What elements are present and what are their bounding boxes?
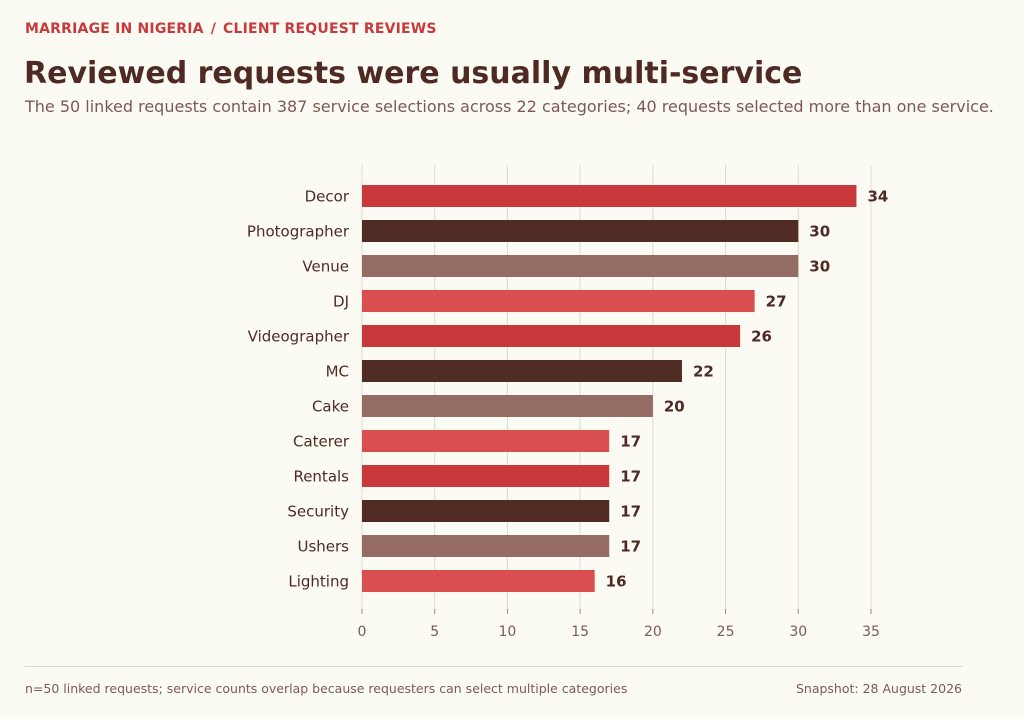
x-tick-label: 0: [358, 624, 367, 640]
x-tick-label: 5: [430, 624, 439, 640]
x-tick-label: 30: [789, 624, 807, 640]
eyebrow-topic: MARRIAGE IN NIGERIA: [25, 21, 204, 37]
x-tick-label: 35: [862, 624, 880, 640]
category-label: MC: [326, 363, 349, 381]
bar-dj: [362, 290, 755, 312]
value-label: 17: [620, 468, 641, 486]
bar-venue: [362, 255, 799, 277]
bars: [362, 185, 857, 592]
chart-subtitle: The 50 linked requests contain 387 servi…: [25, 97, 994, 116]
bar-cake: [362, 395, 653, 417]
bar-videographer: [362, 325, 741, 347]
category-label: Security: [287, 503, 349, 521]
value-label: 22: [693, 363, 714, 381]
category-label: Rentals: [293, 468, 349, 486]
eyebrow-separator: /: [210, 21, 217, 37]
x-tick-label: 10: [499, 624, 517, 640]
bar-caterer: [362, 430, 610, 452]
category-label: Decor: [305, 188, 350, 206]
footnote: n=50 linked requests; service counts ove…: [25, 681, 628, 696]
bar-ushers: [362, 535, 610, 557]
value-label: 30: [809, 223, 830, 241]
chart-title: Reviewed requests were usually multi-ser…: [24, 56, 803, 91]
bar-photographer: [362, 220, 799, 242]
x-axis: 0 5 10 15 20 25 30 35: [358, 609, 880, 640]
value-label: 16: [606, 573, 627, 591]
value-label: 17: [620, 538, 641, 556]
value-label: 20: [664, 398, 685, 416]
bar-lighting: [362, 570, 595, 592]
bar-rentals: [362, 465, 610, 487]
value-label: 27: [766, 293, 787, 311]
x-tick-label: 15: [571, 624, 589, 640]
eyebrow: MARRIAGE IN NIGERIA / CLIENT REQUEST REVIE…: [25, 21, 437, 37]
category-label: DJ: [333, 293, 349, 311]
value-label: 17: [620, 503, 641, 521]
x-tick-label: 20: [644, 624, 662, 640]
value-label: 26: [751, 328, 772, 346]
value-label: 17: [620, 433, 641, 451]
category-label: Videographer: [248, 328, 350, 346]
eyebrow-section: CLIENT REQUEST REVIEWS: [223, 21, 437, 37]
category-label: Venue: [302, 258, 349, 276]
category-label: Cake: [312, 398, 349, 416]
value-label: 30: [809, 258, 830, 276]
bar-decor: [362, 185, 857, 207]
category-label: Photographer: [247, 223, 350, 241]
category-label: Ushers: [297, 538, 349, 556]
value-labels: 34 30 30 27 26 22 20 17 17 17 17 16: [606, 188, 889, 591]
bar-security: [362, 500, 610, 522]
x-tick-label: 25: [717, 624, 735, 640]
footer-divider: [25, 666, 963, 667]
value-label: 34: [867, 188, 888, 206]
bar-mc: [362, 360, 682, 382]
category-label: Lighting: [288, 573, 349, 591]
category-label: Caterer: [293, 433, 350, 451]
category-labels: Decor Photographer Venue DJ Videographer MC Ca…: [247, 188, 350, 591]
snapshot-date: Snapshot: 28 August 2026: [795, 681, 962, 696]
